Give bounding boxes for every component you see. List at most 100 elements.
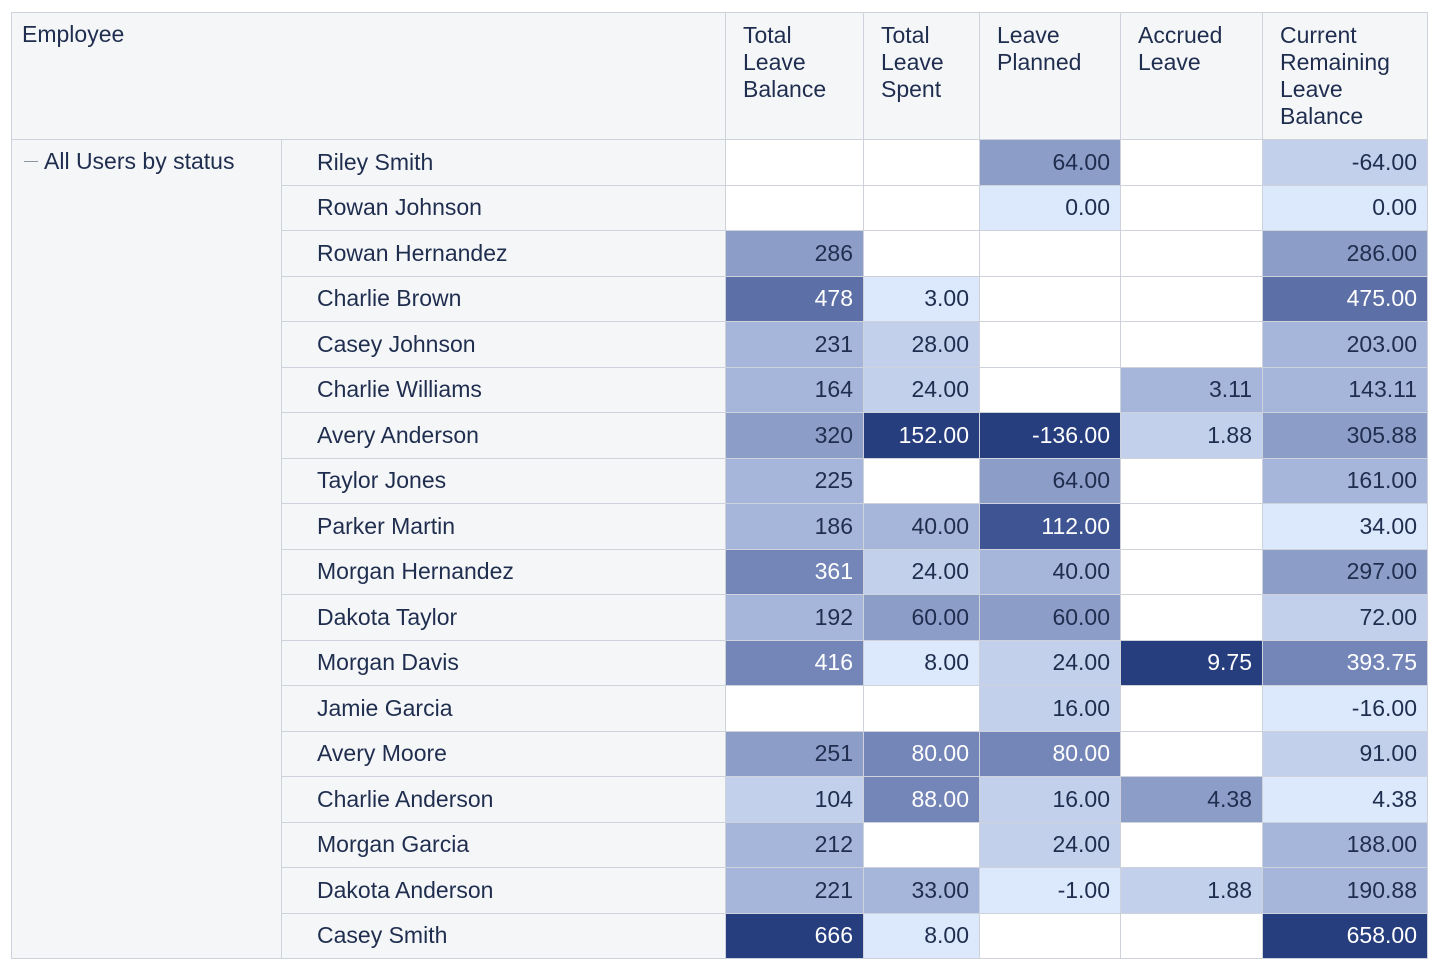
value-cell[interactable]: 231 <box>725 321 864 368</box>
value-cell[interactable]: 8.00 <box>863 639 980 686</box>
employee-name-cell[interactable]: Avery Moore <box>281 730 726 777</box>
value-cell[interactable]: 4.38 <box>1262 776 1428 823</box>
employee-name-cell[interactable]: Rowan Johnson <box>281 184 726 231</box>
value-cell[interactable]: 34.00 <box>1262 503 1428 550</box>
employee-name-cell[interactable]: Morgan Davis <box>281 639 726 686</box>
value-cell[interactable]: 80.00 <box>979 730 1121 777</box>
value-cell[interactable]: 72.00 <box>1262 594 1428 641</box>
value-cell[interactable] <box>1120 548 1263 595</box>
value-cell[interactable]: 393.75 <box>1262 639 1428 686</box>
value-cell[interactable]: 64.00 <box>979 457 1121 504</box>
collapse-icon[interactable] <box>24 161 38 163</box>
value-cell[interactable]: 24.00 <box>863 366 980 413</box>
value-cell[interactable]: 64.00 <box>979 139 1121 186</box>
total-leave-balance-header[interactable]: Total Leave Balance <box>725 12 864 140</box>
current-remaining-leave-balance-header[interactable]: Current Remaining Leave Balance <box>1262 12 1428 140</box>
value-cell[interactable]: 212 <box>725 821 864 868</box>
value-cell[interactable]: 225 <box>725 457 864 504</box>
value-cell[interactable]: -1.00 <box>979 867 1121 914</box>
value-cell[interactable]: 251 <box>725 730 864 777</box>
value-cell[interactable]: 60.00 <box>863 594 980 641</box>
value-cell[interactable] <box>863 685 980 732</box>
value-cell[interactable]: 320 <box>725 412 864 459</box>
employee-name-cell[interactable]: Dakota Taylor <box>281 594 726 641</box>
value-cell[interactable]: 0.00 <box>979 184 1121 231</box>
value-cell[interactable]: 3.11 <box>1120 366 1263 413</box>
value-cell[interactable] <box>863 457 980 504</box>
value-cell[interactable] <box>1120 321 1263 368</box>
value-cell[interactable]: 186 <box>725 503 864 550</box>
value-cell[interactable]: 188.00 <box>1262 821 1428 868</box>
value-cell[interactable]: 297.00 <box>1262 548 1428 595</box>
value-cell[interactable]: 478 <box>725 275 864 322</box>
value-cell[interactable] <box>1120 594 1263 641</box>
employee-name-cell[interactable]: Charlie Anderson <box>281 776 726 823</box>
value-cell[interactable] <box>979 321 1121 368</box>
value-cell[interactable]: 190.88 <box>1262 867 1428 914</box>
value-cell[interactable] <box>979 912 1121 959</box>
value-cell[interactable]: 475.00 <box>1262 275 1428 322</box>
value-cell[interactable]: 80.00 <box>863 730 980 777</box>
value-cell[interactable]: 8.00 <box>863 912 980 959</box>
value-cell[interactable]: 1.88 <box>1120 412 1263 459</box>
employee-name-cell[interactable]: Charlie Williams <box>281 366 726 413</box>
value-cell[interactable]: 24.00 <box>979 639 1121 686</box>
value-cell[interactable]: 4.38 <box>1120 776 1263 823</box>
value-cell[interactable]: 28.00 <box>863 321 980 368</box>
value-cell[interactable]: 361 <box>725 548 864 595</box>
value-cell[interactable] <box>1120 685 1263 732</box>
value-cell[interactable]: 658.00 <box>1262 912 1428 959</box>
value-cell[interactable]: 286.00 <box>1262 230 1428 277</box>
value-cell[interactable]: 33.00 <box>863 867 980 914</box>
value-cell[interactable]: 3.00 <box>863 275 980 322</box>
value-cell[interactable] <box>725 139 864 186</box>
value-cell[interactable]: 161.00 <box>1262 457 1428 504</box>
value-cell[interactable]: 1.88 <box>1120 867 1263 914</box>
value-cell[interactable] <box>863 230 980 277</box>
value-cell[interactable]: 0.00 <box>1262 184 1428 231</box>
value-cell[interactable] <box>1120 139 1263 186</box>
employee-name-cell[interactable]: Charlie Brown <box>281 275 726 322</box>
employee-column-header[interactable]: Employee <box>11 12 726 140</box>
value-cell[interactable]: 192 <box>725 594 864 641</box>
value-cell[interactable] <box>863 821 980 868</box>
value-cell[interactable] <box>725 184 864 231</box>
employee-name-cell[interactable]: Morgan Hernandez <box>281 548 726 595</box>
value-cell[interactable]: 91.00 <box>1262 730 1428 777</box>
employee-name-cell[interactable]: Casey Smith <box>281 912 726 959</box>
value-cell[interactable]: 16.00 <box>979 776 1121 823</box>
value-cell[interactable]: 152.00 <box>863 412 980 459</box>
employee-name-cell[interactable]: Parker Martin <box>281 503 726 550</box>
value-cell[interactable] <box>1120 912 1263 959</box>
employee-name-cell[interactable]: Riley Smith <box>281 139 726 186</box>
value-cell[interactable]: -64.00 <box>1262 139 1428 186</box>
value-cell[interactable] <box>1120 821 1263 868</box>
value-cell[interactable]: 24.00 <box>863 548 980 595</box>
employee-name-cell[interactable]: Dakota Anderson <box>281 867 726 914</box>
value-cell[interactable]: 24.00 <box>979 821 1121 868</box>
value-cell[interactable] <box>1120 457 1263 504</box>
value-cell[interactable] <box>979 275 1121 322</box>
value-cell[interactable]: -136.00 <box>979 412 1121 459</box>
value-cell[interactable] <box>979 366 1121 413</box>
value-cell[interactable]: 305.88 <box>1262 412 1428 459</box>
value-cell[interactable]: 164 <box>725 366 864 413</box>
total-leave-spent-header[interactable]: Total Leave Spent <box>863 12 980 140</box>
value-cell[interactable]: 104 <box>725 776 864 823</box>
value-cell[interactable] <box>1120 184 1263 231</box>
value-cell[interactable]: 221 <box>725 867 864 914</box>
value-cell[interactable] <box>1120 730 1263 777</box>
value-cell[interactable]: 40.00 <box>979 548 1121 595</box>
value-cell[interactable]: 16.00 <box>979 685 1121 732</box>
value-cell[interactable]: 112.00 <box>979 503 1121 550</box>
value-cell[interactable]: 666 <box>725 912 864 959</box>
employee-name-cell[interactable]: Taylor Jones <box>281 457 726 504</box>
employee-name-cell[interactable]: Casey Johnson <box>281 321 726 368</box>
value-cell[interactable] <box>725 685 864 732</box>
value-cell[interactable] <box>863 139 980 186</box>
employee-name-cell[interactable]: Avery Anderson <box>281 412 726 459</box>
value-cell[interactable]: 88.00 <box>863 776 980 823</box>
accrued-leave-header[interactable]: Accrued Leave <box>1120 12 1263 140</box>
value-cell[interactable]: 9.75 <box>1120 639 1263 686</box>
value-cell[interactable] <box>1120 230 1263 277</box>
